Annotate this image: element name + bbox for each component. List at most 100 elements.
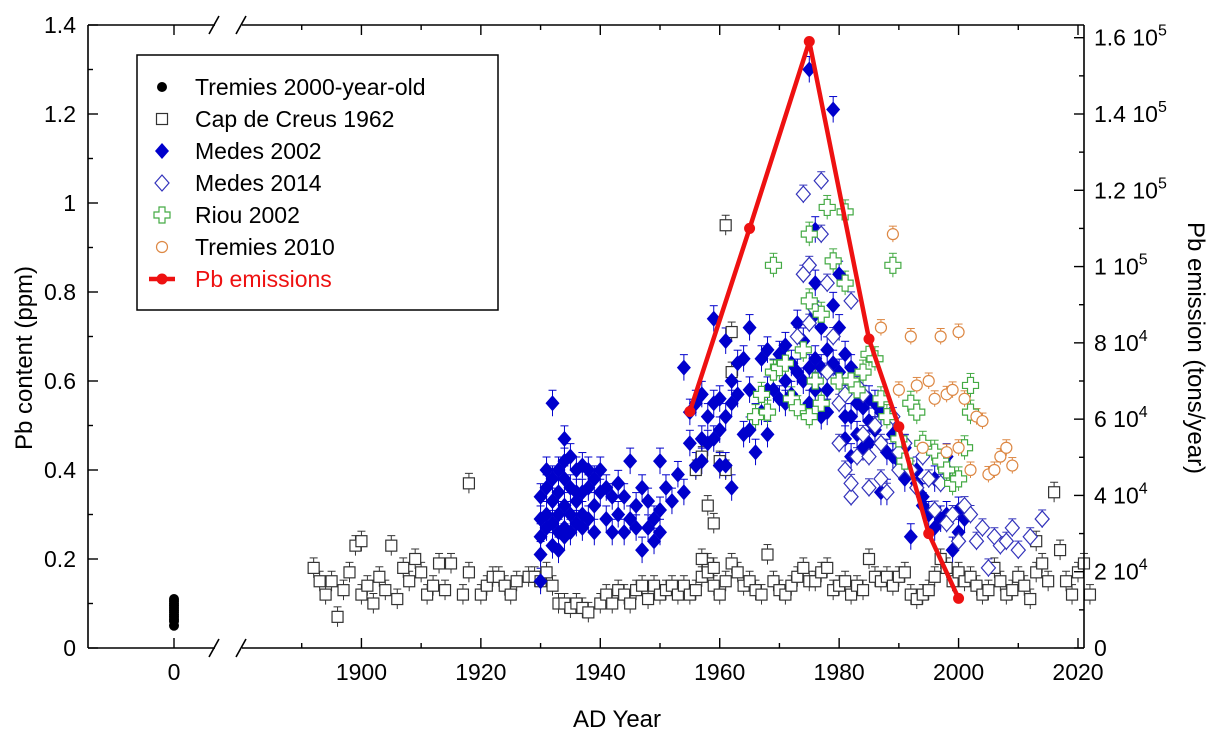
data-point [958, 392, 971, 405]
y2-tick-label: 6 104 [1094, 404, 1148, 432]
data-point [752, 385, 771, 403]
legend-marker [155, 143, 169, 159]
y2-tick-label: 1.2 105 [1094, 175, 1167, 203]
data-point [778, 373, 793, 389]
data-point [444, 557, 458, 570]
data-point [872, 390, 890, 408]
data-point [653, 453, 667, 470]
data-point [908, 403, 926, 421]
data-point [994, 450, 1007, 463]
data-point [725, 325, 738, 339]
y-tick-label: 1.4 [44, 12, 76, 38]
data-point [462, 477, 476, 490]
data-point [800, 292, 818, 310]
data-point [379, 584, 392, 597]
data-point [916, 441, 929, 454]
axis-break-mark [235, 638, 247, 658]
data-point [462, 566, 476, 579]
data-point [307, 561, 320, 575]
data-point [724, 479, 739, 496]
data-point [946, 383, 959, 396]
legend-box [136, 54, 499, 311]
data-point [432, 557, 446, 570]
emission-point [684, 406, 696, 418]
data-point [826, 297, 841, 314]
legend-marker [154, 174, 170, 192]
data-point [701, 499, 714, 512]
data-point [949, 470, 968, 488]
data-point [867, 416, 883, 435]
data-point [385, 539, 398, 552]
legend-marker [153, 206, 171, 224]
data-point [812, 394, 830, 412]
data-point [806, 372, 824, 390]
data-point [730, 386, 745, 403]
data-point [843, 291, 859, 310]
data-point [922, 584, 935, 597]
data-point [934, 330, 947, 343]
data-point [964, 463, 977, 477]
legend-marker [156, 273, 168, 285]
data-point [926, 501, 943, 519]
data-point [545, 395, 560, 412]
legend: Tremies 2000-year-old Cap de Creus 1962 Me… [136, 54, 499, 311]
y2-tick-label: 1 105 [1094, 252, 1148, 280]
data-point [533, 573, 548, 590]
y2-tick-label: 2 104 [1094, 557, 1148, 585]
data-point [886, 228, 899, 241]
y2-tick-label: 1.6 105 [1094, 23, 1167, 51]
data-point [635, 479, 650, 496]
data-point [1000, 441, 1013, 454]
data-point [904, 330, 917, 343]
data-point [861, 447, 877, 466]
emission-line [684, 36, 965, 604]
data-point [676, 359, 691, 376]
data-point [818, 198, 836, 217]
data-point [169, 594, 179, 605]
data-point [854, 363, 872, 381]
axis-break-mark [235, 15, 247, 35]
data-point [778, 337, 793, 354]
x-tick-label: 1980 [814, 659, 865, 685]
data-point [438, 584, 452, 597]
data-point [1006, 584, 1019, 597]
data-point [797, 561, 810, 575]
data-point [962, 505, 979, 524]
data-point [337, 584, 350, 597]
data-point [409, 552, 422, 566]
data-point [325, 575, 338, 588]
axis-break-mark [208, 638, 220, 658]
data-point [878, 408, 896, 426]
data-point [988, 463, 1001, 477]
y2-axis-title: Pb emission (tons/year) [1182, 222, 1209, 474]
data-point [533, 546, 548, 563]
data-point [391, 592, 404, 606]
data-point [748, 444, 763, 461]
axes: 0 1900 1920 1940 1960 1980 2000 202000.20.40.60… [44, 12, 1167, 685]
data-point [611, 475, 626, 492]
data-point [510, 575, 523, 588]
data-point [761, 548, 774, 561]
data-point [940, 446, 953, 459]
data-point [582, 606, 595, 619]
data-point [742, 319, 757, 336]
data-point [843, 487, 859, 506]
data-point [361, 579, 374, 592]
data-point [635, 542, 650, 559]
data-point [504, 588, 517, 601]
data-point [920, 469, 937, 488]
data-point [794, 341, 812, 359]
data-point [664, 493, 679, 510]
y-tick-label: 0.2 [44, 546, 76, 572]
data-point [844, 408, 859, 425]
legend-label: Pb emissions [195, 266, 332, 292]
data-point [1059, 575, 1073, 588]
data-point [1004, 518, 1021, 537]
data-point [821, 561, 834, 575]
emission-point [893, 421, 905, 433]
data-point [1048, 486, 1061, 499]
data-point [355, 535, 368, 548]
data-point [551, 484, 566, 501]
data-point [653, 524, 667, 541]
